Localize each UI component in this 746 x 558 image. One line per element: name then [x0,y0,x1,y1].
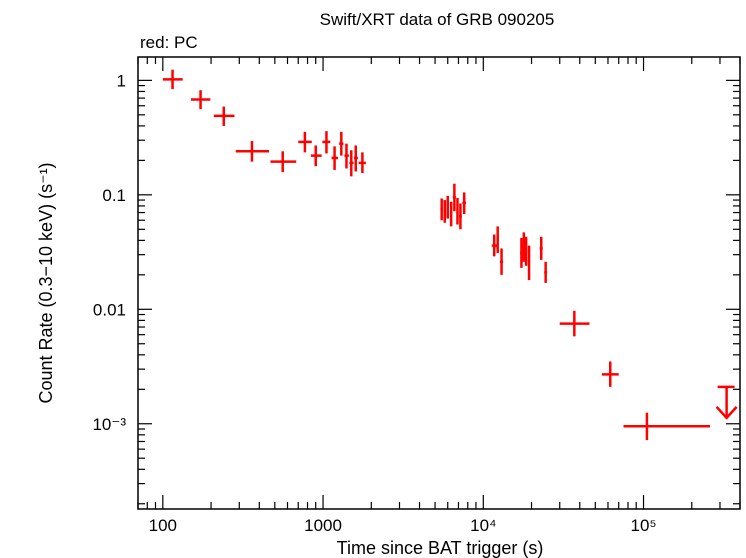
x-tick-label: 10⁴ [470,516,496,535]
y-tick-label: 1 [117,71,126,90]
y-axis-label: Count Rate (0.3−10 keV) (s⁻¹) [36,162,56,403]
chart-title: Swift/XRT data of GRB 090205 [320,10,555,29]
data-point [520,237,523,268]
data-point [339,131,344,156]
data-marks [162,69,738,441]
axis-ticks [137,57,741,509]
data-point [456,197,459,225]
upper-limit-arrowhead [715,406,738,420]
data-point [491,234,497,257]
data-point [440,198,443,221]
data-point [358,152,366,174]
data-point [462,192,467,214]
data-point [270,151,297,173]
data-point [452,183,456,212]
data-point [527,245,531,281]
x-axis-label: Time since BAT trigger (s) [337,538,544,558]
data-point [496,226,499,254]
data-point [499,248,504,275]
data-point [559,310,590,337]
tick-labels: 100 1000 10⁴ 10⁵ 1 0.1 0.01 10⁻³ [92,71,656,535]
chart-subtitle: red: PC [140,33,198,52]
y-tick-label: 0.1 [102,186,126,205]
data-point [601,361,619,387]
data-point [449,201,453,227]
data-point [544,261,548,283]
upper-limit [715,385,738,420]
data-point [522,232,526,262]
plot-frame [137,56,741,510]
y-tick-label: 10⁻³ [92,415,126,434]
data-point [213,106,235,126]
data-point [162,69,183,90]
data-point [623,412,711,441]
data-point [331,146,339,170]
data-point [458,203,462,230]
data-point [446,195,449,219]
data-point [322,131,331,154]
data-point [349,150,354,177]
data-point [310,145,322,167]
x-tick-label: 10⁵ [631,516,657,535]
x-tick-label: 100 [149,516,177,535]
data-point [344,143,349,169]
data-point [443,200,447,223]
data-point [354,145,358,172]
data-point [191,90,211,110]
data-point [524,236,528,266]
data-point [298,131,312,153]
data-point [235,141,270,162]
x-tick-label: 1000 [304,516,342,535]
data-point [539,236,543,260]
y-tick-label: 0.01 [93,300,126,319]
